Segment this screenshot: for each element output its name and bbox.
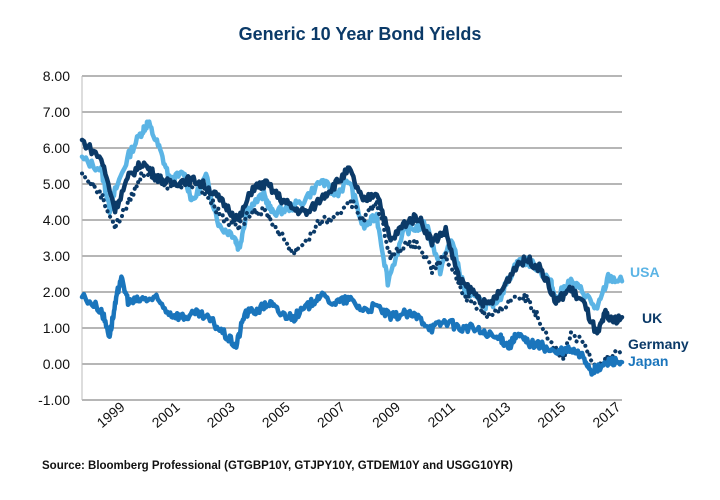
x-tick-label: 2005 — [259, 398, 293, 430]
chart-title: Generic 10 Year Bond Yields — [238, 24, 482, 44]
series-label-japan: Japan — [628, 353, 668, 369]
y-tick-label: -1.00 — [38, 392, 70, 408]
x-tick-label: 2017 — [589, 398, 623, 430]
y-tick-label: 5.00 — [43, 176, 70, 192]
y-tick-label: 6.00 — [43, 140, 70, 156]
y-tick-label: 2.00 — [43, 284, 70, 300]
series-line-germany — [80, 168, 624, 373]
y-tick-label: 8.00 — [43, 68, 70, 84]
x-tick-label: 2011 — [424, 399, 458, 431]
series-label-germany: Germany — [628, 336, 689, 352]
y-tick-label: 0.00 — [43, 356, 70, 372]
x-tick-label: 2015 — [534, 398, 568, 430]
series-label-uk: UK — [642, 310, 662, 326]
series-line-japan — [79, 274, 625, 377]
series-line-usa — [79, 119, 625, 312]
source-note: Source: Bloomberg Professional (GTGBP10Y… — [42, 460, 513, 472]
series-label-usa: USA — [630, 264, 660, 280]
x-tick-label: 1999 — [93, 398, 127, 430]
series-line-uk — [79, 137, 625, 336]
x-tick-label: 2001 — [149, 398, 183, 430]
x-tick-label: 2007 — [314, 398, 348, 430]
y-tick-label: 3.00 — [43, 248, 70, 264]
y-tick-label: 4.00 — [43, 212, 70, 228]
x-tick-label: 2009 — [369, 398, 403, 430]
y-tick-label: 7.00 — [43, 104, 70, 120]
x-tick-label: 2013 — [479, 398, 513, 430]
y-tick-label: 1.00 — [43, 320, 70, 336]
x-tick-label: 2003 — [204, 398, 238, 430]
